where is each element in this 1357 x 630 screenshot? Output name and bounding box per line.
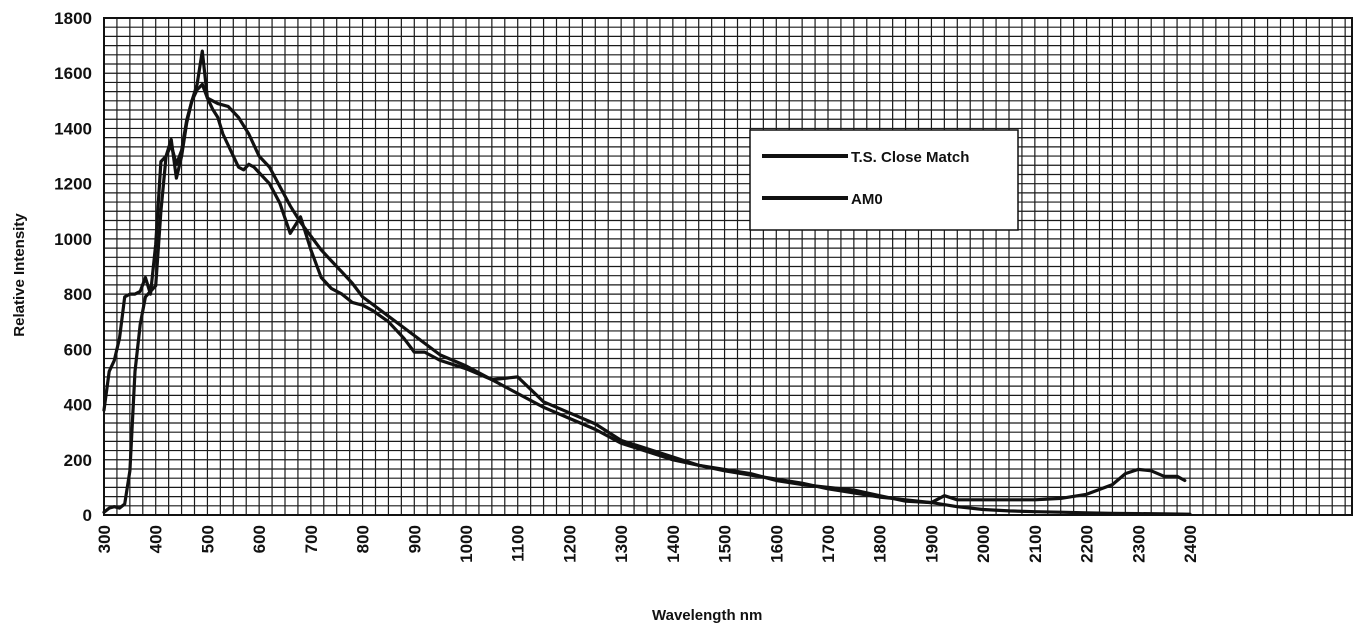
y-tick-label: 1800 — [54, 9, 92, 28]
legend-label-am0: AM0 — [851, 191, 883, 208]
legend-label-ts-close-match: T.S. Close Match — [851, 149, 969, 166]
series-layer — [102, 49, 1192, 516]
plot-area — [103, 17, 1353, 516]
y-tick-label: 1000 — [54, 230, 92, 249]
y-tick-label: 1200 — [54, 175, 92, 194]
y-tick-label: 1600 — [54, 64, 92, 83]
x-tick-label: 900 — [405, 525, 424, 553]
x-tick-label: 400 — [147, 525, 166, 553]
x-tick-label: 800 — [354, 525, 373, 553]
x-tick-label: 1600 — [767, 525, 786, 563]
series-line-am0 — [102, 82, 1192, 516]
y-tick-label: 200 — [64, 451, 92, 470]
y-axis: 0 200 400 600 800 1000 1200 1400 1600 1800 — [54, 9, 92, 525]
x-tick-label: 1900 — [922, 525, 941, 563]
x-tick-label: 1500 — [716, 525, 735, 563]
x-tick-label: 1400 — [664, 525, 683, 563]
x-tick-label: 2300 — [1129, 525, 1148, 563]
y-tick-label: 800 — [64, 285, 92, 304]
x-tick-label: 1200 — [560, 525, 579, 563]
x-tick-label: 1700 — [819, 525, 838, 563]
x-axis: 300 400 500 600 700 800 900 1000 1100 1200 1300 140… — [95, 525, 1200, 563]
x-tick-label: 600 — [250, 525, 269, 553]
x-tick-label: 500 — [198, 525, 217, 553]
x-tick-label: 700 — [302, 525, 321, 553]
y-tick-label: 400 — [64, 396, 92, 415]
x-tick-label: 2100 — [1026, 525, 1045, 563]
grid — [103, 17, 1352, 516]
x-tick-label: 300 — [95, 525, 114, 553]
x-tick-label: 2000 — [974, 525, 993, 563]
x-axis-title: Wavelength nm — [652, 607, 762, 624]
x-tick-label: 1000 — [457, 525, 476, 563]
legend: T.S. Close Match AM0 — [749, 129, 1019, 231]
y-tick-label: 0 — [83, 506, 92, 525]
x-tick-label: 1300 — [612, 525, 631, 563]
x-tick-label: 2400 — [1181, 525, 1200, 563]
x-tick-label: 1100 — [509, 525, 528, 562]
x-tick-label: 1800 — [871, 525, 890, 563]
y-axis-title: Relative Intensity — [11, 213, 28, 337]
y-tick-label: 1400 — [54, 119, 92, 138]
legend-box — [749, 129, 1019, 231]
y-tick-label: 600 — [64, 340, 92, 359]
x-tick-label: 2200 — [1078, 525, 1097, 563]
